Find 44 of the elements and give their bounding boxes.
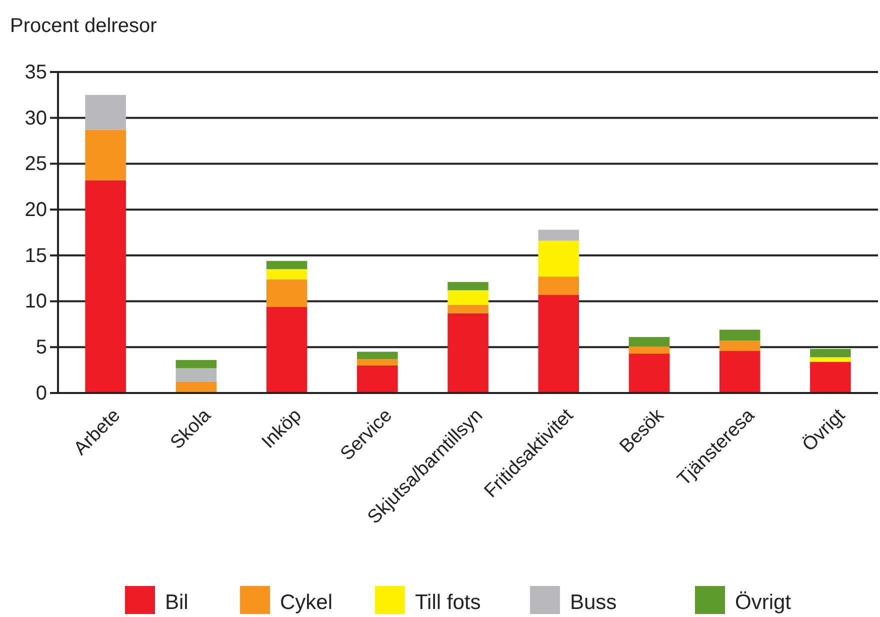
bar bbox=[357, 352, 398, 360]
bar bbox=[538, 230, 579, 241]
y-tick-label: 20 bbox=[24, 198, 47, 221]
y-axis-title: Procent delresor bbox=[10, 15, 158, 37]
y-tick-label: 10 bbox=[24, 290, 47, 313]
bar bbox=[85, 130, 126, 180]
legend-label: Bil bbox=[165, 591, 188, 614]
bar bbox=[357, 359, 398, 366]
bar bbox=[266, 269, 308, 280]
bar bbox=[810, 362, 851, 393]
y-tick-label: 35 bbox=[24, 61, 47, 84]
y-tick-label: 5 bbox=[36, 336, 47, 359]
bar bbox=[266, 279, 308, 307]
bar bbox=[719, 350, 760, 393]
y-tick-label: 15 bbox=[24, 244, 47, 267]
bar bbox=[176, 382, 217, 393]
bar bbox=[538, 294, 579, 393]
bar bbox=[357, 365, 398, 393]
bar bbox=[448, 290, 488, 305]
bar bbox=[448, 313, 488, 393]
bar bbox=[628, 354, 670, 393]
bar bbox=[266, 306, 308, 393]
legend-label: Buss bbox=[570, 591, 617, 614]
legend-label: Cykel bbox=[280, 591, 333, 614]
bar bbox=[628, 346, 670, 354]
bar bbox=[719, 340, 760, 351]
bar bbox=[538, 240, 579, 277]
bar bbox=[266, 260, 308, 270]
legend-label: Till fots bbox=[415, 591, 481, 614]
bar bbox=[176, 360, 217, 368]
bar bbox=[85, 180, 126, 393]
legend-label: Övrigt bbox=[735, 591, 792, 614]
bar bbox=[538, 276, 579, 295]
bar bbox=[810, 348, 851, 358]
bar bbox=[719, 330, 760, 341]
bar bbox=[448, 282, 488, 290]
bar bbox=[85, 94, 126, 130]
bar bbox=[628, 337, 670, 346]
y-tick-label: 0 bbox=[36, 382, 47, 404]
bar bbox=[448, 304, 488, 314]
bar bbox=[176, 368, 217, 382]
bar bbox=[810, 357, 851, 362]
y-tick-label: 30 bbox=[24, 107, 47, 130]
y-tick-label: 25 bbox=[24, 153, 47, 176]
